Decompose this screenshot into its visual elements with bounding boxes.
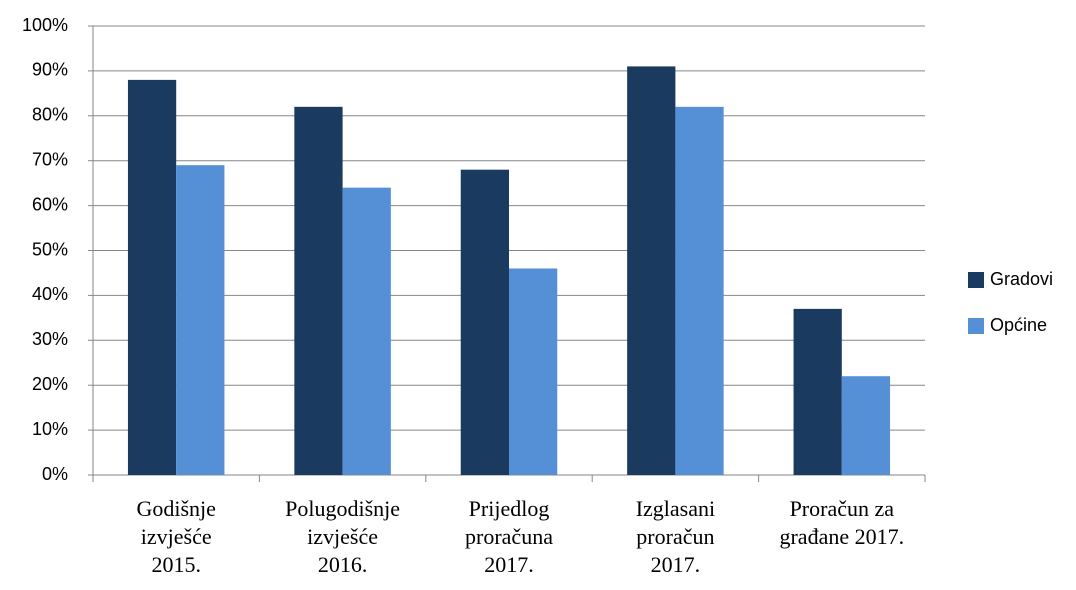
bar (627, 66, 676, 475)
x-tick-label: Prijedlog proračuna 2017. (465, 496, 553, 577)
y-tick-label: 30% (32, 329, 68, 349)
y-tick-label: 60% (32, 194, 68, 214)
x-tick-label: Proračun za građane 2017. (779, 496, 905, 549)
x-tick-label: Polugodišnje izvješće 2016. (285, 496, 401, 577)
y-tick-label: 0% (42, 464, 68, 484)
y-tick-label: 90% (32, 60, 68, 80)
bar (841, 376, 891, 475)
y-tick-label: 10% (32, 419, 68, 439)
legend-label: Općine (990, 315, 1047, 335)
x-tick-label: Izglasani proračun 2017. (635, 496, 716, 577)
x-tick-label: Godišnje izvješće 2015. (136, 496, 216, 577)
y-tick-label: 100% (22, 15, 68, 35)
bar (460, 169, 509, 475)
legend-label: Gradovi (990, 269, 1053, 289)
bar (342, 187, 391, 475)
legend-swatch (968, 318, 984, 334)
y-tick-label: 70% (32, 149, 68, 169)
bar (176, 165, 225, 475)
bar (675, 106, 724, 475)
bar (294, 106, 343, 475)
legend-swatch (968, 272, 984, 288)
bar (127, 79, 177, 475)
y-tick-label: 50% (32, 239, 68, 259)
bar (793, 308, 842, 475)
y-tick-label: 40% (32, 284, 68, 304)
y-tick-label: 80% (32, 105, 68, 125)
bar (509, 268, 558, 475)
y-tick-label: 20% (32, 374, 68, 394)
